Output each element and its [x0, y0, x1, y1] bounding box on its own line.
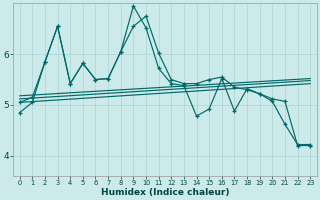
X-axis label: Humidex (Indice chaleur): Humidex (Indice chaleur) — [101, 188, 229, 197]
